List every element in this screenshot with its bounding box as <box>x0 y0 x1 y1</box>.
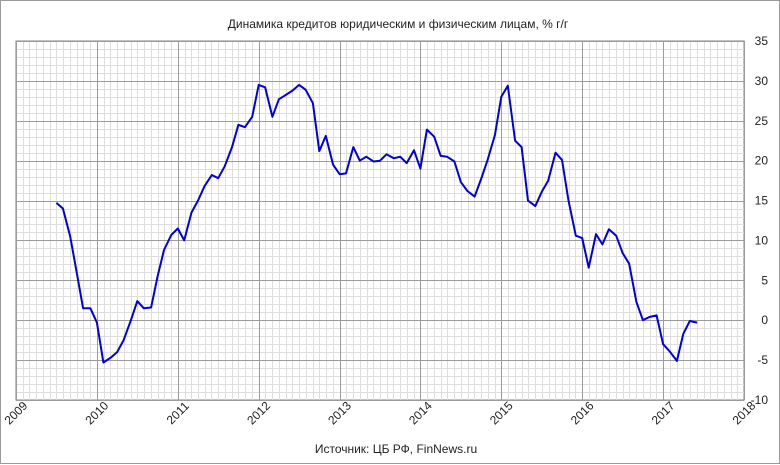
series-layer <box>55 83 698 364</box>
y-tick-label: 0 <box>761 313 768 327</box>
grid-lines <box>16 41 745 401</box>
chart-title: Динамика кредитов юридическим и физическ… <box>228 17 569 31</box>
x-tick-label: 2013 <box>325 398 354 427</box>
x-tick-label: 2009 <box>2 398 31 427</box>
source-note: Источник: ЦБ РФ, FinNews.ru <box>315 442 477 456</box>
y-tick-label: 30 <box>755 74 769 88</box>
x-axis-tick-labels: 2009 2010 2011 2012 2013 2014 2015 2016 2017 2018 <box>2 398 759 427</box>
x-tick-label: 2014 <box>406 398 435 427</box>
x-tick-label: 2017 <box>649 398 678 427</box>
series-line <box>55 83 698 364</box>
x-tick-label: 2015 <box>487 398 516 427</box>
y-tick-label: -10 <box>751 393 769 407</box>
y-tick-label: 35 <box>755 34 769 48</box>
x-tick-label: 2011 <box>164 399 192 427</box>
x-tick-label: 2012 <box>244 398 273 427</box>
x-tick-label: 2016 <box>568 398 597 427</box>
y-tick-label: 20 <box>755 154 769 168</box>
y-tick-label: 10 <box>755 233 769 247</box>
x-tick-label: 2010 <box>82 398 111 427</box>
y-axis-tick-labels: -10 -5 0 5 10 15 20 25 30 35 <box>751 34 769 407</box>
y-tick-label: 5 <box>761 273 768 287</box>
y-tick-label: -5 <box>757 353 768 367</box>
y-tick-label: 25 <box>755 114 769 128</box>
y-tick-label: 15 <box>755 194 769 208</box>
